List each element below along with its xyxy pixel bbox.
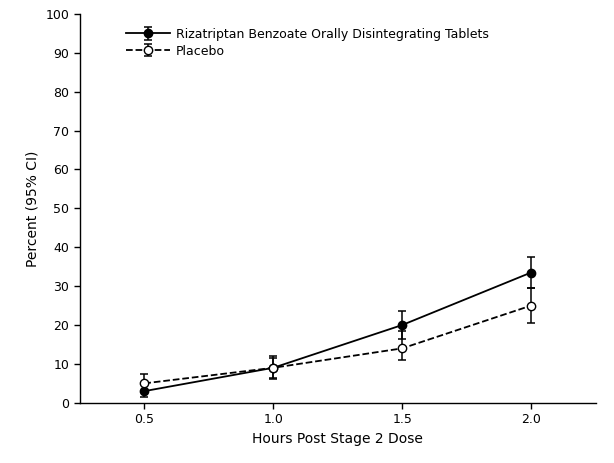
X-axis label: Hours Post Stage 2 Dose: Hours Post Stage 2 Dose (252, 432, 423, 446)
Legend: Rizatriptan Benzoate Orally Disintegrating Tablets, Placebo: Rizatriptan Benzoate Orally Disintegrati… (122, 24, 492, 61)
Y-axis label: Percent (95% CI): Percent (95% CI) (26, 150, 40, 267)
